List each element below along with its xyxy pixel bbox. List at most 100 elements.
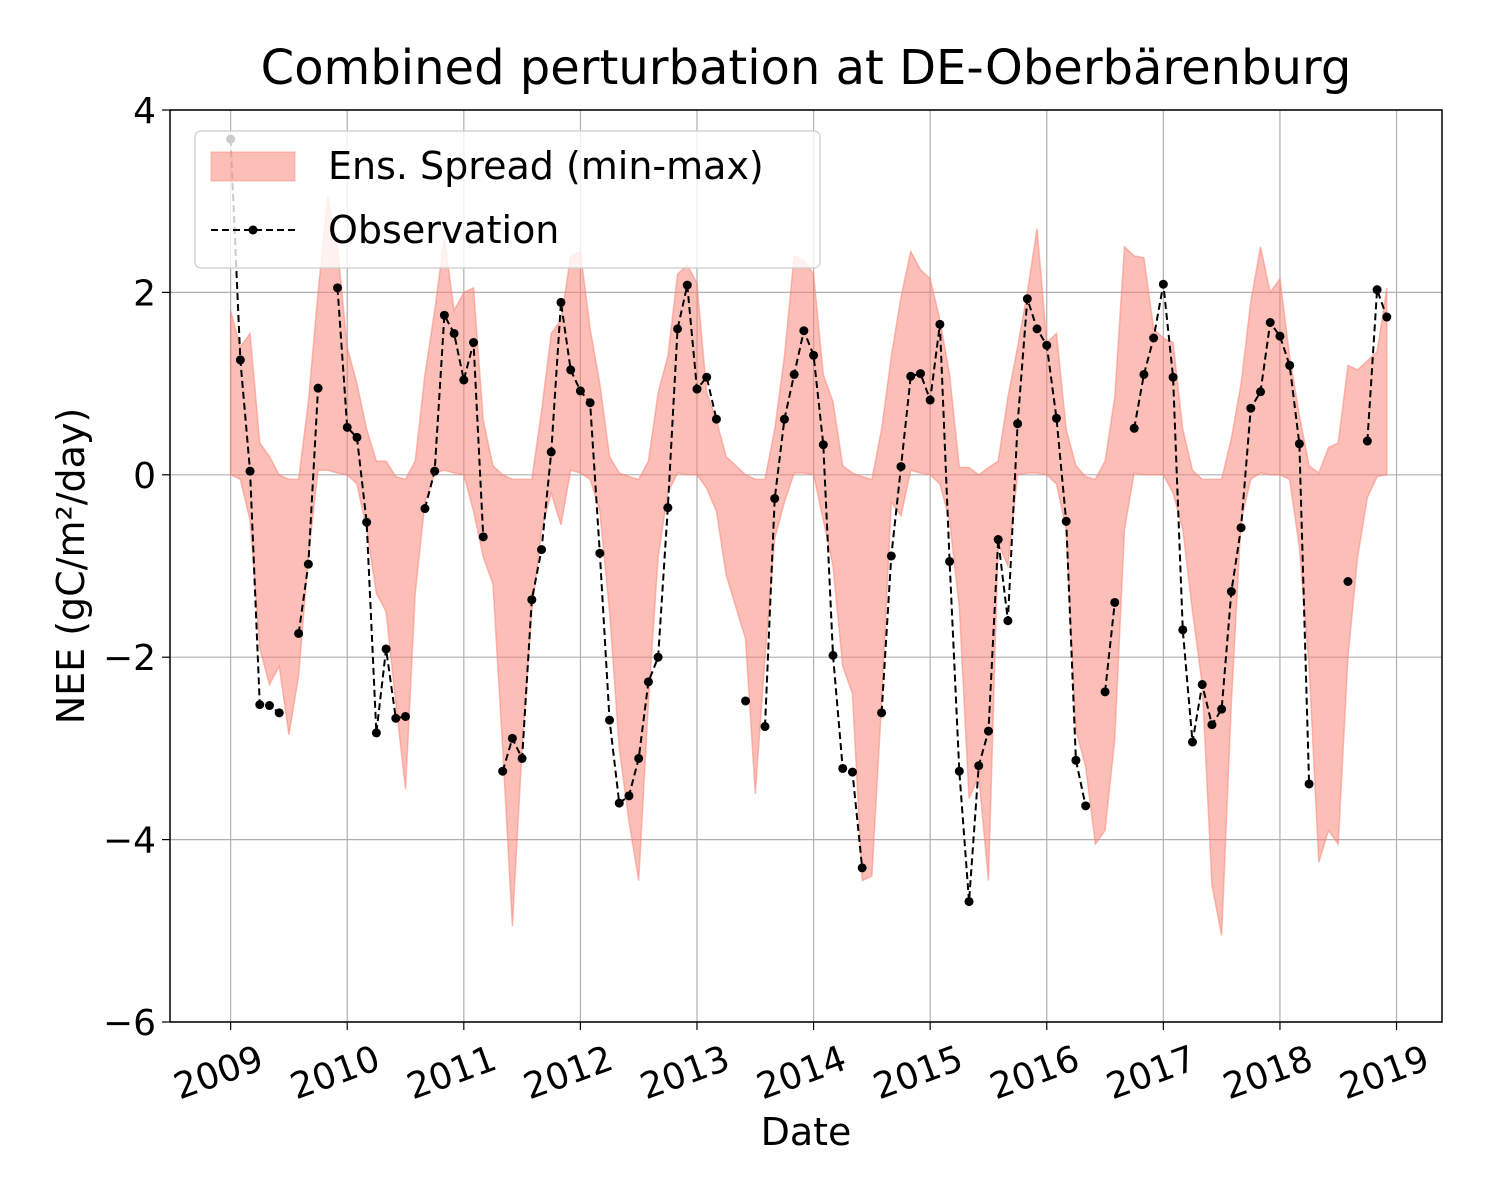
- observation-point: [264, 701, 274, 711]
- observation-point: [1071, 755, 1081, 765]
- legend: Ens. Spread (min-max) Observation: [194, 130, 821, 269]
- observation-point: [945, 556, 955, 566]
- observation-point: [585, 398, 595, 408]
- chart-title: Combined perturbation at DE-Oberbärenbur…: [261, 40, 1352, 96]
- observation-point: [235, 355, 245, 365]
- observation-point: [896, 462, 906, 472]
- x-tick-label: 2017: [1101, 1038, 1201, 1108]
- observation-point: [906, 371, 916, 381]
- observation-point: [1256, 387, 1266, 397]
- observation-point: [1304, 779, 1314, 789]
- observation-point: [643, 677, 653, 687]
- legend-marker: [248, 225, 258, 235]
- observation-point: [799, 326, 809, 336]
- observation-point: [818, 440, 828, 450]
- observation-point: [1149, 333, 1159, 343]
- observation-point: [1187, 737, 1197, 747]
- observation-point: [925, 395, 935, 405]
- observation-point: [1285, 360, 1295, 370]
- x-tick-label: 2018: [1218, 1038, 1318, 1108]
- observation-point: [1110, 597, 1120, 607]
- observation-point: [847, 767, 857, 777]
- observation-point: [915, 369, 925, 379]
- observation-point: [401, 711, 411, 721]
- observation-point: [1217, 704, 1227, 714]
- observation-point: [546, 447, 556, 457]
- observation-point: [498, 766, 508, 776]
- observation-point: [1197, 680, 1207, 690]
- observation-point: [420, 504, 430, 514]
- observation-point: [1372, 285, 1382, 295]
- observation-point: [993, 535, 1003, 545]
- observation-point: [1139, 369, 1149, 379]
- observation-point: [789, 369, 799, 379]
- observation-point: [469, 338, 479, 348]
- observation-point: [954, 766, 964, 776]
- x-tick-label: 2009: [169, 1038, 269, 1108]
- plot-frame: [169, 109, 1443, 1023]
- x-tick-label: 2012: [518, 1038, 618, 1108]
- observation-point: [692, 384, 702, 394]
- observation-point: [245, 466, 255, 476]
- observation-point: [964, 897, 974, 907]
- observation-point: [527, 595, 537, 605]
- observation-point: [1294, 439, 1304, 449]
- observation-point: [517, 753, 527, 763]
- y-tick-label: −2: [103, 638, 156, 679]
- observation-point: [342, 422, 352, 432]
- observation-point: [974, 761, 984, 771]
- observation-point: [702, 372, 712, 382]
- x-tick-label: 2011: [402, 1038, 502, 1108]
- x-axis-label: Date: [761, 1110, 852, 1154]
- observation-point: [430, 466, 440, 476]
- observation-point: [1168, 372, 1178, 382]
- observation-point: [371, 728, 381, 738]
- y-tick-label: −6: [103, 1003, 156, 1044]
- observation-point: [1042, 340, 1052, 350]
- observation-point: [478, 532, 488, 542]
- observation-point: [1226, 587, 1236, 597]
- observation-point: [1362, 436, 1372, 446]
- observation-point: [1032, 324, 1042, 334]
- observation-point: [459, 375, 469, 385]
- observation-point: [1061, 516, 1071, 526]
- observation-point: [809, 350, 819, 360]
- observation-point: [391, 713, 401, 723]
- observation-point: [605, 715, 615, 725]
- x-tick-label: 2016: [985, 1038, 1085, 1108]
- y-tick-label: 2: [133, 273, 156, 314]
- observation-point: [1158, 279, 1168, 289]
- observation-point: [595, 548, 605, 558]
- observation-point: [663, 503, 673, 513]
- x-tick-label: 2010: [285, 1038, 385, 1108]
- observation-point: [556, 297, 566, 307]
- observation-point: [1236, 523, 1246, 533]
- observation-point: [362, 517, 372, 527]
- observation-point: [575, 386, 585, 396]
- observation-point: [877, 708, 887, 718]
- observation-point: [1275, 331, 1285, 341]
- observation-point: [624, 791, 634, 801]
- observation-point: [886, 551, 896, 561]
- observation-point: [653, 652, 663, 662]
- observation-point: [983, 726, 993, 736]
- legend-swatch: [210, 151, 296, 182]
- observation-point: [770, 494, 780, 504]
- y-tick-label: 4: [133, 91, 156, 132]
- observation-point: [294, 628, 304, 638]
- observation-point: [274, 708, 284, 718]
- observation-point: [1100, 687, 1110, 697]
- y-tick-label: 0: [133, 456, 156, 497]
- observation-point: [935, 319, 945, 329]
- observation-point: [352, 432, 362, 442]
- observation-point: [1382, 312, 1392, 322]
- observation-point: [673, 324, 683, 334]
- y-axis-label: NEE (gC/m²/day): [49, 408, 93, 725]
- x-tick-label: 2019: [1335, 1038, 1435, 1108]
- observation-point: [1178, 625, 1188, 635]
- observation-point: [1129, 423, 1139, 433]
- observation-point: [828, 650, 838, 660]
- observation-point: [1022, 294, 1032, 304]
